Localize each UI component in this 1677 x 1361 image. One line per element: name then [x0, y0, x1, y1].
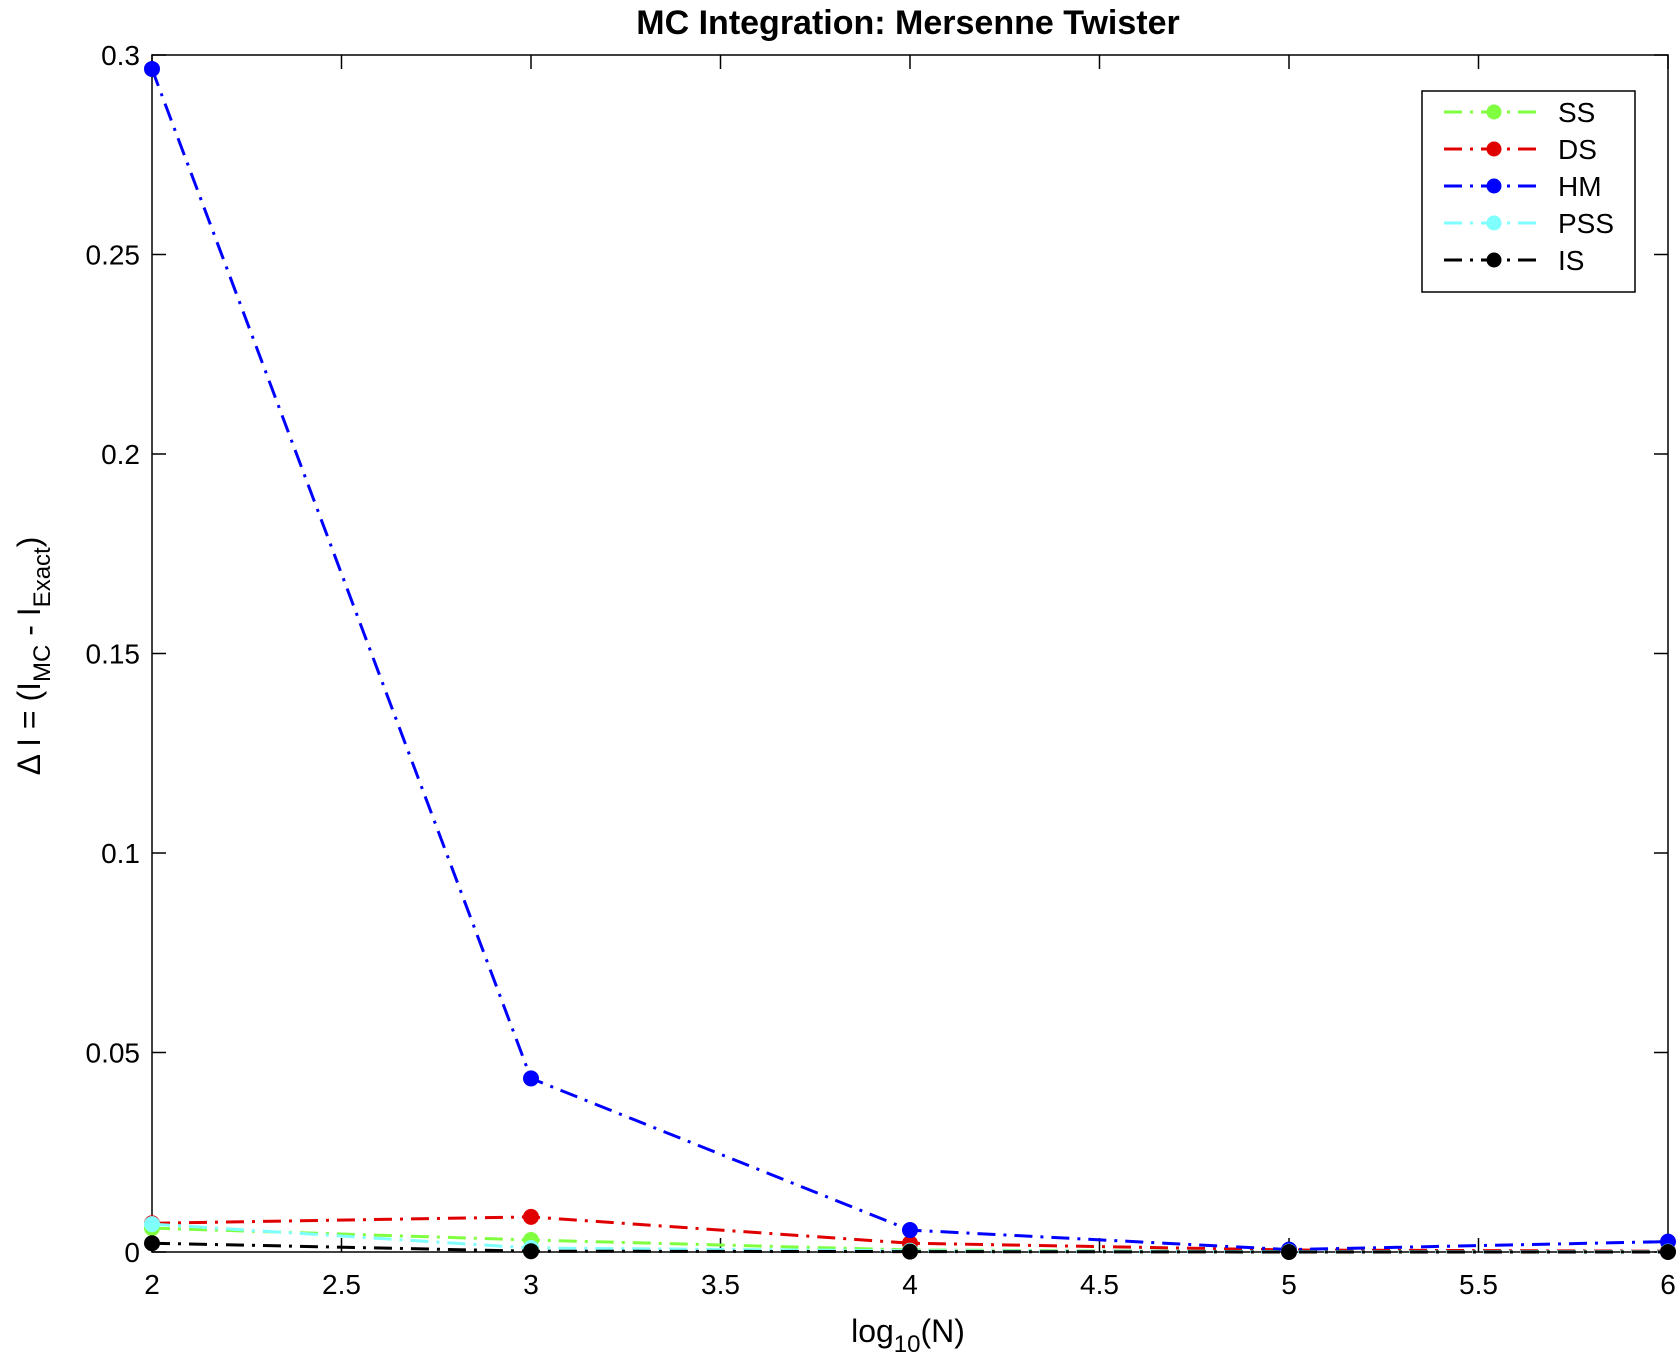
- y-tick-label: 0: [124, 1237, 140, 1268]
- x-axis-label-pre: log: [851, 1313, 894, 1349]
- y-tick-label: 0.25: [86, 240, 141, 271]
- x-tick-label: 4: [902, 1269, 918, 1300]
- x-axis-label: log10(N): [851, 1313, 965, 1358]
- y-tick-label: 0.2: [101, 439, 140, 470]
- legend-item-ss: SS: [1444, 97, 1595, 128]
- legend-label: HM: [1558, 171, 1602, 202]
- legend-swatch-marker: [1486, 215, 1502, 231]
- data-point-is: [523, 1243, 539, 1260]
- legend-swatch-marker: [1486, 104, 1502, 120]
- legend-swatch-marker: [1486, 252, 1502, 268]
- x-axis: 2 2.5 3 3.5 4 4.5 5 5.5 6: [144, 55, 1676, 1300]
- legend-item-is: IS: [1444, 245, 1584, 276]
- chart-title: MC Integration: Mersenne Twister: [636, 4, 1179, 42]
- legend-item-ds: DS: [1444, 134, 1597, 165]
- data-point-pss: [144, 1216, 160, 1233]
- y-tick-label: 0.15: [86, 639, 141, 670]
- legend-item-pss: PSS: [1444, 208, 1614, 239]
- y-axis-label-sub1: MC: [29, 645, 56, 682]
- y-axis-label-pre: Δ I = (I: [11, 682, 47, 775]
- legend-box: [1421, 90, 1636, 293]
- series-is: [144, 1235, 1676, 1260]
- data-point-is: [1281, 1244, 1297, 1260]
- data-point-is: [1660, 1244, 1676, 1260]
- data-point-ds: [523, 1208, 539, 1225]
- x-tick-label: 3.5: [701, 1269, 740, 1300]
- x-axis-label-post: (N): [920, 1313, 964, 1349]
- legend-swatch-marker: [1486, 178, 1502, 194]
- x-tick-label: 5: [1281, 1269, 1297, 1300]
- x-axis-label-sub: 10: [894, 1331, 921, 1358]
- y-tick-label: 0.05: [86, 1038, 141, 1069]
- data-point-hm: [523, 1070, 539, 1087]
- y-axis: 0 0.05 0.1 0.15 0.2 0.25 0.3: [86, 40, 1668, 1268]
- x-tick-label: 2.5: [322, 1269, 361, 1300]
- series-line-is: [151, 1241, 1668, 1254]
- legend-swatch-marker: [1486, 141, 1502, 157]
- legend-label: PSS: [1558, 208, 1614, 239]
- x-tick-label: 4.5: [1080, 1269, 1119, 1300]
- data-point-hm: [144, 60, 160, 77]
- data-point-is: [902, 1243, 918, 1260]
- y-tick-label: 0.1: [101, 838, 140, 869]
- y-axis-label-mid: - I: [11, 607, 47, 644]
- legend-item-hm: HM: [1444, 171, 1602, 202]
- legend-label: SS: [1558, 97, 1595, 128]
- x-tick-label: 3: [523, 1269, 539, 1300]
- legend-label: DS: [1558, 134, 1597, 165]
- legend-label: IS: [1558, 245, 1584, 276]
- x-tick-label: 2: [144, 1269, 160, 1300]
- y-axis-label: Δ I = (IMC - IExact): [11, 537, 56, 776]
- data-point-hm: [902, 1222, 918, 1239]
- x-tick-label: 6: [1660, 1269, 1676, 1300]
- data-point-is: [144, 1235, 160, 1252]
- y-axis-label-post: ): [11, 537, 47, 548]
- x-tick-label: 5.5: [1459, 1269, 1498, 1300]
- series-layer: [144, 60, 1676, 1260]
- y-axis-label-sub2: Exact: [29, 547, 56, 607]
- y-tick-label: 0.3: [101, 40, 140, 71]
- legend: SS DS HM PSS IS: [1421, 90, 1636, 293]
